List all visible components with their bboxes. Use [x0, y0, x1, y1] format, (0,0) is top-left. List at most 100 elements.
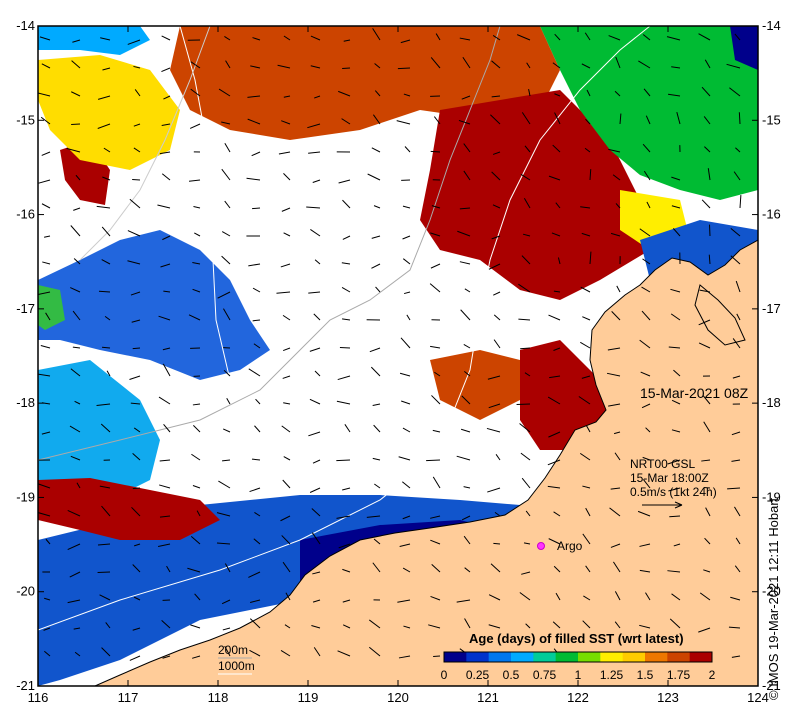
current-vector: [132, 347, 141, 350]
current-vector: [553, 565, 561, 573]
current-vector: [338, 90, 351, 97]
current-vector: [368, 619, 381, 629]
current-vector: [373, 538, 381, 545]
current-vector: [133, 65, 141, 69]
sst-region-yellow-northwest: [38, 55, 180, 170]
current-vector: [701, 199, 711, 209]
current-vector: [72, 346, 81, 349]
current-vector: [610, 232, 621, 237]
current-vector: [401, 400, 411, 405]
current-vector: [431, 563, 441, 573]
current-vector: [456, 455, 471, 461]
current-vector: [190, 536, 201, 545]
current-vector: [246, 177, 261, 181]
current-vector: [38, 373, 51, 377]
current-vector: [161, 123, 171, 126]
current-vector: [582, 620, 591, 629]
current-vector: [67, 599, 81, 604]
timestamp-label: 15-Mar-2021 08Z: [640, 385, 749, 401]
current-vector: [551, 232, 561, 237]
current-vector: [42, 261, 51, 265]
current-vector: [525, 623, 531, 629]
current-vector: [581, 63, 591, 69]
current-vector: [248, 368, 261, 377]
current-vector: [488, 594, 501, 601]
current-vector: [372, 457, 381, 461]
current-vector: [106, 370, 111, 377]
current-vector: [430, 232, 441, 237]
current-vector: [97, 123, 111, 129]
y-tick-label-right: -20: [762, 584, 781, 599]
current-vector: [615, 203, 621, 209]
current-vector: [397, 599, 411, 603]
current-vector: [38, 291, 51, 295]
current-vector: [251, 458, 261, 461]
current-vector: [251, 151, 261, 157]
current-vector: [40, 116, 51, 125]
current-vector: [464, 288, 471, 293]
current-vector: [280, 263, 291, 268]
current-vector: [730, 596, 741, 601]
current-vector: [643, 88, 651, 97]
current-vector: [276, 291, 291, 294]
current-vector: [310, 65, 321, 69]
current-vector: [188, 179, 201, 182]
current-vector: [134, 543, 141, 547]
current-vector: [285, 592, 291, 601]
current-vector: [432, 429, 441, 433]
current-vector: [44, 597, 51, 601]
current-vector: [463, 170, 471, 181]
current-vector: [132, 564, 141, 573]
current-vector: [462, 56, 471, 69]
x-tick-label: 120: [387, 690, 409, 705]
current-vector: [582, 485, 591, 489]
current-vector: [127, 230, 141, 237]
current-vector: [578, 396, 591, 405]
current-vector: [311, 625, 321, 629]
current-vector: [611, 311, 621, 321]
current-vector: [278, 151, 291, 155]
current-vector: [190, 61, 201, 69]
current-vector: [552, 62, 561, 69]
current-vector: [192, 485, 201, 489]
current-vector: [519, 423, 531, 433]
current-vector: [583, 595, 591, 601]
current-vector: [738, 112, 741, 125]
current-vector: [488, 403, 501, 409]
current-vector: [640, 371, 651, 377]
current-vector: [641, 286, 651, 293]
current-vector: [585, 507, 591, 517]
current-vector: [222, 428, 231, 433]
colorbar-segment: [600, 652, 624, 662]
current-vector: [161, 620, 171, 629]
current-vector: [283, 456, 291, 461]
current-vector: [429, 283, 441, 293]
current-vector: [463, 343, 471, 349]
current-vector: [526, 62, 531, 69]
current-vector: [398, 655, 411, 659]
current-vector: [192, 262, 201, 265]
current-vector: [96, 205, 111, 209]
current-vector: [637, 510, 651, 517]
current-vector: [727, 487, 741, 490]
current-vector: [224, 143, 231, 153]
current-vector: [225, 60, 231, 69]
current-vector: [38, 512, 51, 517]
current-vector: [671, 205, 681, 209]
current-vector: [553, 511, 561, 517]
current-vector: [676, 112, 681, 125]
current-vector: [487, 375, 501, 380]
current-vector: [639, 624, 651, 629]
current-vector: [370, 366, 381, 377]
current-vector: [580, 206, 591, 209]
current-vector: [402, 205, 411, 209]
current-vector: [131, 319, 141, 323]
current-vector: [667, 459, 681, 465]
current-vector: [312, 179, 321, 184]
current-vector: [403, 625, 411, 629]
current-vector: [491, 60, 501, 69]
current-vector: [589, 169, 592, 181]
y-tick-label-right: -21: [762, 678, 781, 693]
current-vector: [221, 255, 231, 265]
